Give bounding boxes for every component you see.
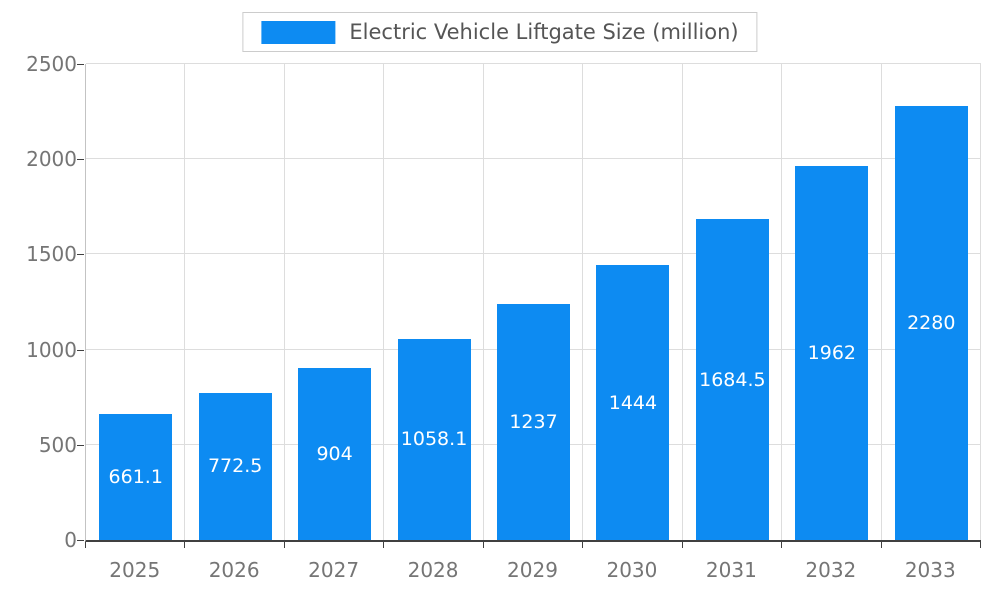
bar-2027: 904 (298, 367, 372, 540)
y-axis-tick (77, 444, 84, 446)
gridline-vertical (781, 64, 783, 540)
y-axis-tick (77, 254, 84, 256)
gridline-vertical (482, 64, 484, 540)
x-axis-tick-label: 2029 (507, 558, 558, 582)
y-axis-tick-label: 2500 (26, 52, 77, 76)
bar-2031: 1684.5 (695, 219, 769, 540)
y-axis-tick-label: 0 (64, 528, 77, 552)
y-axis-tick-label: 1000 (26, 337, 77, 362)
x-axis-tick-label: 2026 (208, 558, 260, 582)
x-axis-tick (980, 542, 981, 548)
bar-value-label: 661.1 (108, 466, 163, 489)
chart-legend: Electric Vehicle Liftgate Size (million) (242, 12, 758, 52)
x-axis-tick (482, 542, 484, 548)
gridline-vertical (283, 64, 285, 540)
bar-2026: 772.5 (198, 392, 272, 540)
x-axis-tick-label: 2027 (308, 558, 360, 582)
bar-2032: 1962 (795, 166, 869, 540)
x-axis-tick (283, 542, 285, 548)
gridline-horizontal (86, 253, 981, 255)
x-axis-tick-label: 2028 (407, 558, 459, 582)
gridline-vertical (582, 64, 584, 540)
bar-value-label: 1962 (807, 342, 856, 365)
y-axis-tick-label: 1500 (26, 242, 77, 267)
bar-2028: 1058.1 (397, 338, 471, 540)
x-axis-tick (880, 542, 882, 548)
bar-2025: 661.1 (99, 414, 173, 540)
y-axis-tick-label: 500 (38, 432, 77, 457)
bar-2029: 1237 (497, 304, 570, 540)
y-axis-tick-label: 2000 (26, 147, 77, 172)
bar-value-label: 1237 (509, 411, 558, 434)
x-axis-tick-label: 2030 (606, 558, 658, 582)
x-axis-tick-label: 2031 (705, 558, 757, 582)
x-axis-tick (85, 542, 86, 548)
bar-value-label: 2280 (907, 311, 956, 334)
bar-2033: 2280 (894, 105, 968, 540)
x-axis-tick-label: 2025 (109, 558, 161, 582)
gridline-horizontal (86, 158, 981, 160)
legend-title: Electric Vehicle Liftgate Size (million) (349, 20, 739, 44)
gridline-vertical (681, 64, 683, 540)
bar-value-label: 1444 (608, 391, 658, 414)
x-axis-tick (781, 542, 783, 548)
y-axis-tick (77, 64, 84, 65)
y-axis-tick (77, 349, 84, 351)
y-axis-tick (77, 159, 84, 161)
y-axis-tick (77, 540, 84, 541)
x-axis-tick (383, 542, 385, 548)
gridline-vertical (383, 64, 385, 540)
bar-2030: 1444 (596, 265, 670, 540)
gridline-vertical (980, 64, 981, 540)
bar-value-label: 904 (316, 442, 353, 465)
gridline-horizontal (86, 63, 981, 64)
bar-value-label: 772.5 (207, 455, 263, 478)
x-axis-tick (582, 542, 584, 548)
x-axis-tick (184, 542, 186, 548)
x-axis-tick-label: 2032 (805, 558, 857, 582)
x-axis-tick-label: 2033 (904, 558, 956, 582)
legend-swatch (261, 20, 336, 44)
bar-value-label: 1684.5 (699, 368, 766, 391)
x-axis-tick (681, 542, 683, 548)
bar-value-label: 1058.1 (400, 428, 468, 451)
gridline-vertical (880, 64, 882, 540)
plot-area: 661.1 772.5 904 1058.1 1237 1444 1684.5 1962 228… (85, 63, 981, 542)
gridline-vertical (184, 64, 186, 540)
